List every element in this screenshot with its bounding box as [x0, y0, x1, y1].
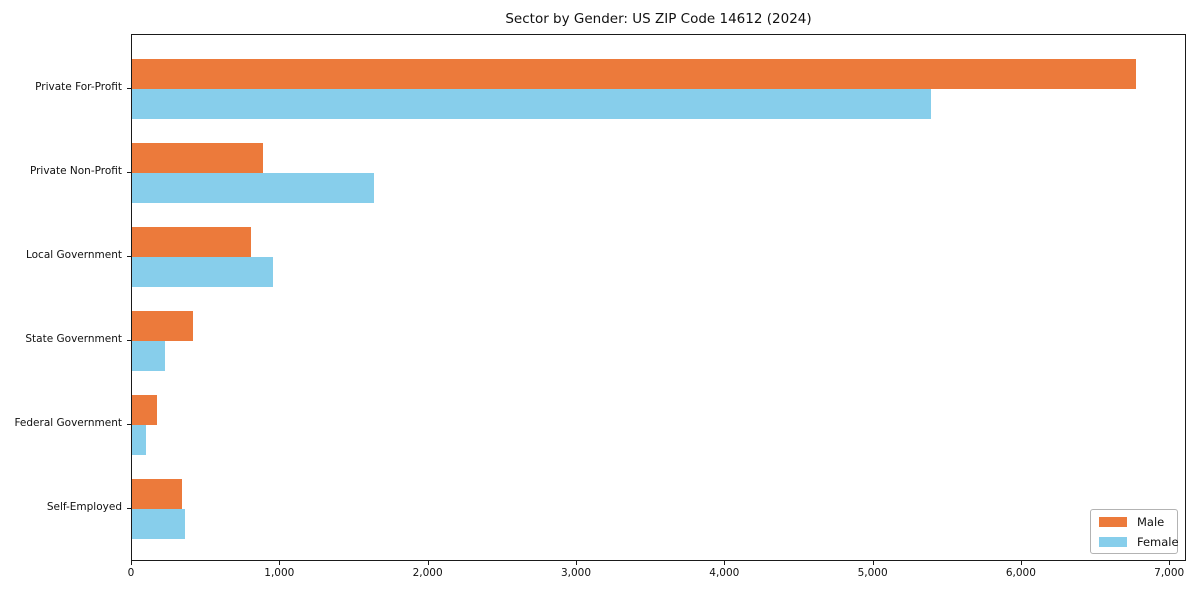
bar-female-state-government [132, 341, 165, 371]
y-tick-label-self-employed: Self-Employed [46, 501, 122, 513]
y-tick-mark [127, 88, 131, 89]
x-tick-label: 0 [127, 567, 135, 579]
y-tick-label-private-non-profit: Private Non-Profit [29, 165, 122, 177]
x-tick-mark [872, 561, 874, 565]
x-tick-label: 7,000 [1154, 567, 1185, 579]
y-tick-mark [127, 424, 131, 425]
female-series-swatch [1099, 536, 1127, 547]
x-tick-mark [279, 561, 281, 565]
chart-title: Sector by Gender: US ZIP Code 14612 (202… [505, 11, 812, 27]
bar-female-private-for-profit [132, 89, 932, 119]
x-tick-label: 4,000 [709, 567, 740, 579]
bar-male-state-government [132, 311, 193, 341]
legend-entry-female: Female [1099, 535, 1179, 549]
legend-label-male: Male [1137, 514, 1165, 529]
male-series-swatch [1099, 516, 1127, 527]
y-tick-mark [127, 508, 131, 509]
x-tick-label: 5,000 [857, 567, 888, 579]
bar-female-local-government [132, 257, 273, 287]
bar-male-federal-government [132, 395, 158, 425]
legend-label-female: Female [1137, 534, 1179, 549]
legend-entry-male: Male [1099, 515, 1169, 529]
x-tick-mark [724, 561, 726, 565]
bar-female-private-non-profit [132, 173, 374, 203]
plot-area [131, 34, 1186, 561]
y-tick-mark [127, 172, 131, 173]
y-tick-label-local-government: Local Government [25, 249, 122, 261]
x-tick-label: 2,000 [412, 567, 443, 579]
legend: Male Female [1090, 509, 1179, 554]
x-tick-mark [1169, 561, 1171, 565]
x-tick-mark [131, 561, 132, 565]
bar-male-self-employed [132, 479, 183, 509]
x-tick-mark [1020, 561, 1022, 565]
x-tick-label: 6,000 [1005, 567, 1036, 579]
x-tick-label: 3,000 [560, 567, 592, 579]
y-tick-mark [127, 256, 131, 257]
x-tick-label: 1,000 [264, 567, 295, 579]
bar-male-local-government [132, 227, 251, 257]
bar-male-private-for-profit [132, 59, 1137, 89]
y-tick-label-state-government: State Government [25, 333, 122, 345]
y-tick-mark [127, 340, 131, 341]
bar-female-self-employed [132, 509, 186, 539]
y-tick-label-federal-government: Federal Government [14, 417, 122, 429]
y-tick-label-private-for-profit: Private For-Profit [35, 81, 122, 93]
x-tick-mark [576, 561, 577, 565]
bar-male-private-non-profit [132, 143, 263, 173]
x-tick-mark [427, 561, 429, 565]
bar-female-federal-government [132, 425, 147, 455]
